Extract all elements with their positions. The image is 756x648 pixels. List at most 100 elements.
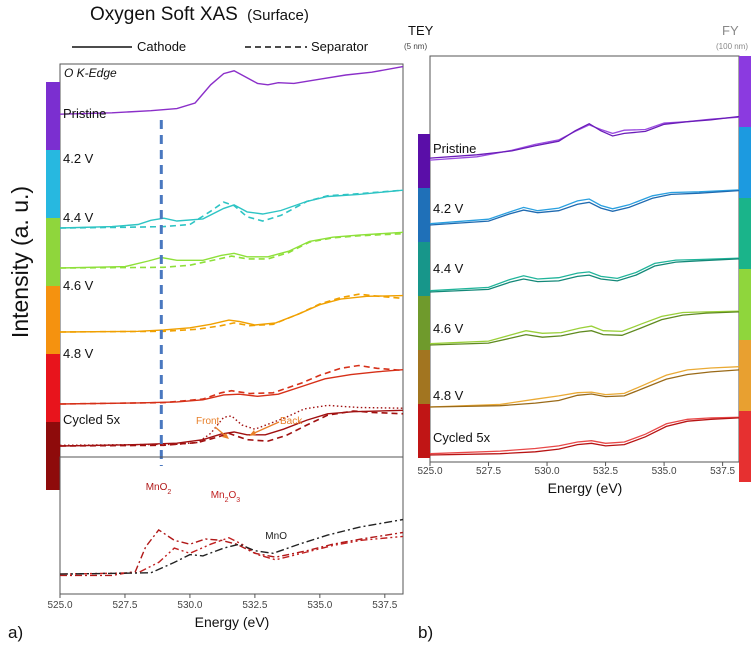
x-tick-label: 527.5	[476, 466, 501, 477]
b-state-label-4-2-v: 4.2 V	[433, 201, 464, 216]
ref-curve-mno	[59, 518, 404, 575]
front-arrowhead	[222, 433, 229, 439]
curve-4-8-v-tey	[429, 369, 740, 408]
panel-a-state-labels: Pristine 4.2 V 4.4 V 4.6 V 4.8 V Cycled 5x	[63, 106, 121, 427]
panel-a-color-bar	[46, 82, 60, 490]
b-state-label-4-8-v: 4.8 V	[433, 388, 464, 403]
curve-cycled-5x-fy	[429, 416, 740, 455]
curve-cycled-5x-back	[59, 404, 404, 446]
state-label-4-8-v: 4.8 V	[63, 346, 94, 361]
x-tick-label: 527.5	[112, 600, 137, 611]
x-tick-label: 537.5	[710, 466, 735, 477]
curve-4-4-v-cathode	[59, 231, 404, 269]
curve-cycled-5x-tey	[429, 417, 740, 456]
color-bar-segment	[46, 354, 60, 422]
state-label-4-6-v: 4.6 V	[63, 278, 94, 293]
fy-bar-segment	[739, 127, 751, 198]
b-state-label-pristine: Pristine	[433, 141, 476, 156]
panel-a-reference: MnO2 Mn2O3 MnO 525.0 527.5 530.0 532.5 535.0…	[47, 456, 404, 630]
reference-curves	[59, 518, 404, 577]
color-bar-segment	[46, 150, 60, 218]
fy-depth: (100 nm)	[716, 42, 748, 51]
annotation-front: Front	[196, 416, 220, 427]
curve-4-4-v-tey	[429, 258, 740, 293]
panel-a: O K-Edge Pristine 4.2 V 4.4 V 4.6 V 4.8 V Cyc…	[46, 63, 404, 490]
ref-label-mno: MnO	[265, 531, 287, 542]
curve-4-2-v-cathode	[59, 189, 404, 229]
tey-color-bar	[418, 134, 430, 458]
x-tick-label: 537.5	[372, 600, 397, 611]
curve-4-4-v-fy	[429, 257, 740, 292]
reference-frame	[59, 456, 404, 595]
curve-cycled-5x-cathode	[59, 409, 404, 447]
x-tick-label: 530.0	[177, 600, 202, 611]
curve-4-2-v-tey	[429, 189, 740, 226]
curve-4-2-v-separator	[59, 189, 404, 229]
curve-4-8-v-cathode	[59, 369, 404, 405]
tey-bar-segment	[418, 188, 430, 242]
ref-label-mno2: MnO2	[146, 482, 172, 496]
ref-curve-mno	[60, 528, 404, 577]
fy-bar-segment	[739, 340, 751, 411]
panel-b-x-axis-label: Energy (eV)	[548, 480, 623, 496]
o-k-edge-label: O K-Edge	[64, 66, 117, 80]
ref-curve-mn-o	[59, 535, 404, 575]
state-label-4-4-v: 4.4 V	[63, 210, 94, 225]
b-state-label-4-6-v: 4.6 V	[433, 321, 464, 336]
x-tick-label: 532.5	[593, 466, 618, 477]
curve-4-8-v-separator	[59, 364, 404, 405]
fy-bar-segment	[739, 198, 751, 269]
tey-label: TEY	[408, 23, 434, 38]
tey-bar-segment	[418, 296, 430, 350]
fy-bar-segment	[739, 56, 751, 127]
curve-4-4-v-separator	[59, 232, 404, 269]
tey-depth: (5 nm)	[404, 42, 427, 51]
color-bar-segment	[46, 82, 60, 150]
state-label-pristine: Pristine	[63, 106, 106, 121]
curve-4-2-v-fy	[429, 189, 740, 225]
figure-title: Oxygen Soft XAS (Surface)	[90, 4, 309, 25]
color-bar-segment	[46, 422, 60, 490]
panel-a-curves	[59, 65, 404, 447]
curve-pristine-cathode	[59, 65, 404, 115]
y-axis-label: Intensity (a. u.)	[7, 186, 33, 338]
fy-bar-segment	[739, 269, 751, 340]
tey-bar-segment	[418, 350, 430, 404]
panel-label-a: a)	[8, 623, 23, 642]
curve-4-6-v-cathode	[59, 294, 404, 333]
x-tick-label: 535.0	[307, 600, 332, 611]
panel-b-curves	[429, 115, 740, 456]
x-tick-label: 532.5	[242, 600, 267, 611]
b-state-label-cycled-5x: Cycled 5x	[433, 430, 491, 445]
legend-cathode: Cathode	[137, 39, 186, 54]
x-tick-label: 525.0	[47, 600, 72, 611]
curve-4-8-v-fy	[429, 366, 740, 408]
tey-bar-segment	[418, 404, 430, 458]
curve-4-6-v-fy	[429, 310, 740, 345]
curve-4-6-v-tey	[429, 311, 740, 346]
fy-label: FY	[722, 23, 739, 38]
panel-b-x-ticks: 525.0 527.5 530.0 532.5 535.0 537.5	[417, 462, 736, 477]
panel-b-state-labels: Pristine 4.2 V 4.4 V 4.6 V 4.8 V Cycled 5x	[433, 141, 491, 445]
tey-bar-segment	[418, 242, 430, 296]
fy-color-bar	[739, 56, 751, 482]
panel-a-x-axis-label: Energy (eV)	[195, 614, 270, 630]
ref-label-mn2o3: Mn2O3	[211, 490, 241, 504]
x-tick-label: 530.0	[535, 466, 560, 477]
fy-bar-segment	[739, 411, 751, 482]
state-label-4-2-v: 4.2 V	[63, 151, 94, 166]
state-label-cycled-5x: Cycled 5x	[63, 412, 121, 427]
curve-pristine-tey	[429, 115, 740, 159]
back-arrowhead	[249, 430, 256, 436]
tey-bar-segment	[418, 134, 430, 188]
back-arrow	[251, 421, 280, 435]
x-tick-label: 525.0	[417, 466, 442, 477]
panel-a-frame	[59, 63, 404, 458]
x-tick-label: 535.0	[652, 466, 677, 477]
color-bar-segment	[46, 286, 60, 354]
legend-separator: Separator	[311, 39, 369, 54]
panel-b: TEY (5 nm) FY (100 nm) Pristine 4.2 V 4.4 …	[404, 23, 751, 496]
panel-b-frame	[429, 55, 740, 463]
reference-x-ticks: 525.0 527.5 530.0 532.5 535.0 537.5	[47, 594, 398, 611]
